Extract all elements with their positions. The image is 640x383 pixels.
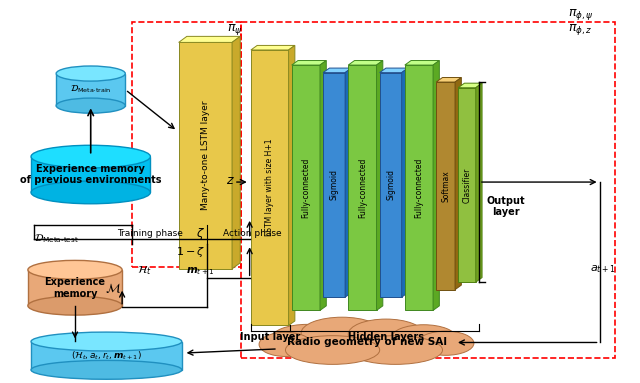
Bar: [348, 65, 376, 310]
Polygon shape: [348, 61, 383, 65]
Polygon shape: [458, 83, 482, 88]
Bar: [436, 82, 455, 290]
Text: Fully-connected: Fully-connected: [358, 157, 367, 218]
Polygon shape: [380, 68, 408, 73]
Text: Sigmoid: Sigmoid: [386, 169, 395, 200]
Polygon shape: [476, 83, 482, 282]
Bar: [458, 88, 476, 282]
Polygon shape: [376, 61, 383, 310]
Text: Training phase: Training phase: [118, 229, 183, 238]
Polygon shape: [455, 77, 461, 290]
Text: $\mathcal{M}$: $\mathcal{M}$: [104, 281, 121, 295]
Ellipse shape: [31, 181, 150, 204]
Text: $\mathcal{H}_t$: $\mathcal{H}_t$: [137, 264, 152, 277]
Polygon shape: [179, 36, 240, 43]
Text: Experience memory
of previous environments: Experience memory of previous environmen…: [20, 164, 161, 185]
Bar: [323, 73, 345, 297]
Text: Experience
memory: Experience memory: [45, 277, 106, 298]
Text: Output
layer: Output layer: [486, 196, 525, 218]
Text: $1 - \zeta$: $1 - \zeta$: [175, 245, 205, 259]
Text: $\zeta$: $\zeta$: [196, 226, 205, 242]
Ellipse shape: [31, 145, 150, 168]
Ellipse shape: [285, 336, 380, 364]
Polygon shape: [404, 61, 439, 65]
Text: $a_{t+1}$: $a_{t+1}$: [590, 263, 616, 275]
Polygon shape: [345, 68, 351, 297]
Polygon shape: [320, 61, 326, 310]
Polygon shape: [433, 61, 439, 310]
Text: Radio geometry of new SAI: Radio geometry of new SAI: [287, 337, 447, 347]
Text: Sigmoid: Sigmoid: [330, 169, 339, 200]
Text: Action phase: Action phase: [223, 229, 281, 238]
Text: Input layer: Input layer: [239, 332, 300, 342]
Bar: [251, 50, 289, 326]
Bar: [380, 73, 402, 297]
Polygon shape: [251, 46, 295, 50]
Ellipse shape: [417, 331, 474, 355]
Polygon shape: [323, 68, 351, 73]
Ellipse shape: [271, 324, 344, 353]
Text: $\mathcal{D}_{\mathrm{Meta\text{-}test}}$: $\mathcal{D}_{\mathrm{Meta\text{-}test}}…: [34, 232, 79, 245]
Bar: [241, 22, 615, 358]
Bar: [132, 22, 241, 267]
Ellipse shape: [56, 98, 125, 113]
Text: Softmax: Softmax: [441, 170, 450, 202]
Ellipse shape: [28, 296, 122, 315]
Bar: [56, 74, 125, 106]
Text: Fully-connected: Fully-connected: [415, 157, 424, 218]
Text: $\pi_{\phi,\psi}$: $\pi_{\phi,\psi}$: [568, 7, 593, 21]
Polygon shape: [292, 61, 326, 65]
Ellipse shape: [301, 317, 383, 349]
Bar: [292, 65, 320, 310]
Ellipse shape: [348, 336, 442, 364]
Text: Hidden layers: Hidden layers: [348, 332, 424, 342]
Polygon shape: [402, 68, 408, 297]
Ellipse shape: [348, 319, 424, 349]
Polygon shape: [436, 77, 461, 82]
Text: Many-to-one LSTM layer: Many-to-one LSTM layer: [201, 101, 210, 210]
Bar: [179, 43, 232, 269]
Ellipse shape: [31, 360, 182, 379]
Bar: [404, 65, 433, 310]
Text: Classifier: Classifier: [463, 167, 472, 203]
Ellipse shape: [391, 325, 456, 351]
Text: $\mathcal{D}_{\mathrm{Meta\text{-}train}}$: $\mathcal{D}_{\mathrm{Meta\text{-}train}…: [70, 84, 111, 95]
Ellipse shape: [259, 332, 312, 357]
Ellipse shape: [31, 332, 182, 351]
Bar: [28, 270, 122, 306]
Text: $\boldsymbol{m}_{t+1}$: $\boldsymbol{m}_{t+1}$: [186, 265, 215, 277]
Bar: [31, 342, 182, 370]
Text: $\pi_{\psi}$: $\pi_{\psi}$: [227, 22, 243, 37]
Ellipse shape: [56, 66, 125, 81]
Polygon shape: [289, 46, 295, 326]
Text: Fully-connected: Fully-connected: [301, 157, 310, 218]
Text: LSTM layer with size H+1: LSTM layer with size H+1: [265, 139, 275, 236]
Ellipse shape: [28, 260, 122, 279]
Text: $\pi_{\phi,z}$: $\pi_{\phi,z}$: [568, 22, 593, 37]
Text: $(\mathcal{H}_t, a_t, r_t, \boldsymbol{m}_{t+1})$: $(\mathcal{H}_t, a_t, r_t, \boldsymbol{m…: [71, 349, 142, 362]
Text: $z$: $z$: [227, 173, 235, 187]
Polygon shape: [232, 36, 240, 269]
Bar: [31, 157, 150, 192]
